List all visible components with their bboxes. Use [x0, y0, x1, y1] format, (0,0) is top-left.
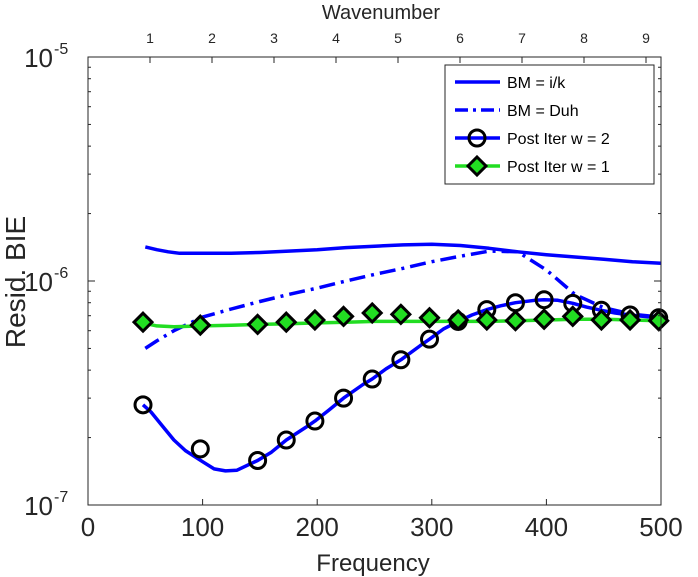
- series-line-1: [144, 242, 662, 266]
- x-tick-label: 200: [296, 512, 339, 542]
- y-tick-label: 10: [24, 491, 53, 521]
- legend-entry-3: Post Iter w = 2: [507, 131, 610, 148]
- top-tick-label: 7: [518, 30, 526, 46]
- y-tick-label: 10: [24, 43, 53, 73]
- series-4-marker: [504, 309, 527, 332]
- series-4-marker: [532, 308, 556, 331]
- y-tick-exponent: -7: [54, 489, 68, 506]
- series-3-marker: [362, 369, 382, 389]
- series-4-marker: [303, 308, 327, 332]
- legend-entry-1: BM = i/k: [507, 75, 566, 92]
- top-tick-label: 3: [270, 30, 278, 46]
- series-4-marker: [647, 309, 670, 332]
- x-tick-label: 0: [81, 512, 95, 542]
- series-3-marker: [334, 388, 354, 408]
- x-tick-label: 400: [525, 512, 568, 542]
- series-3-marker: [133, 395, 153, 415]
- series-4-marker: [590, 308, 613, 332]
- legend-marker-3: [467, 128, 487, 148]
- top-axis-label: Wavenumber: [322, 2, 441, 24]
- y-tick-exponent: -6: [54, 265, 68, 282]
- y-tick-exponent: -5: [54, 41, 68, 58]
- series-4-marker: [332, 305, 355, 328]
- series-3-marker: [391, 350, 411, 370]
- series-3-marker: [190, 439, 210, 459]
- series-3-marker: [276, 430, 296, 450]
- series-3-marker: [534, 290, 554, 310]
- legend-entry-2: BM = Duh: [507, 103, 579, 120]
- x-axis-label: Frequency: [316, 550, 429, 577]
- series-3-marker: [305, 411, 325, 431]
- series-3-marker: [248, 451, 268, 471]
- series-3-marker: [420, 329, 440, 349]
- series-4-marker: [189, 314, 212, 337]
- legend: BM = i/k BM = Duh Post Iter w = 2 Post Iter…: [444, 64, 655, 185]
- series-4-marker: [131, 311, 155, 334]
- top-tick-label: 4: [332, 30, 340, 46]
- series-4-marker: [618, 308, 642, 332]
- top-tick-label: 6: [456, 30, 464, 46]
- series-layer: [131, 242, 670, 473]
- top-tick-label: 8: [580, 30, 588, 46]
- series-4-marker: [418, 306, 441, 329]
- series-4-marker: [361, 301, 384, 325]
- series-4-marker: [447, 308, 470, 332]
- top-tick-label: 2: [208, 30, 216, 46]
- top-tick-label: 9: [642, 30, 650, 46]
- x-tick-label: 100: [181, 512, 224, 542]
- x-tick-label: 300: [410, 512, 453, 542]
- legend-entry-4: Post Iter w = 1: [507, 159, 610, 176]
- series-line-2: [144, 249, 662, 350]
- y-tick-label: 10: [24, 267, 53, 297]
- series-4-marker: [389, 303, 412, 326]
- series-4-marker: [275, 311, 298, 334]
- top-tick-label: 1: [146, 30, 154, 46]
- series-4-marker: [561, 305, 584, 328]
- y-axis-label: Resid. BIE: [0, 216, 31, 348]
- top-tick-label: 5: [394, 30, 402, 46]
- series-4-marker: [246, 313, 269, 336]
- x-tick-label: 500: [639, 512, 682, 542]
- series-4-marker: [475, 308, 498, 332]
- legend-marker-4: [465, 154, 489, 178]
